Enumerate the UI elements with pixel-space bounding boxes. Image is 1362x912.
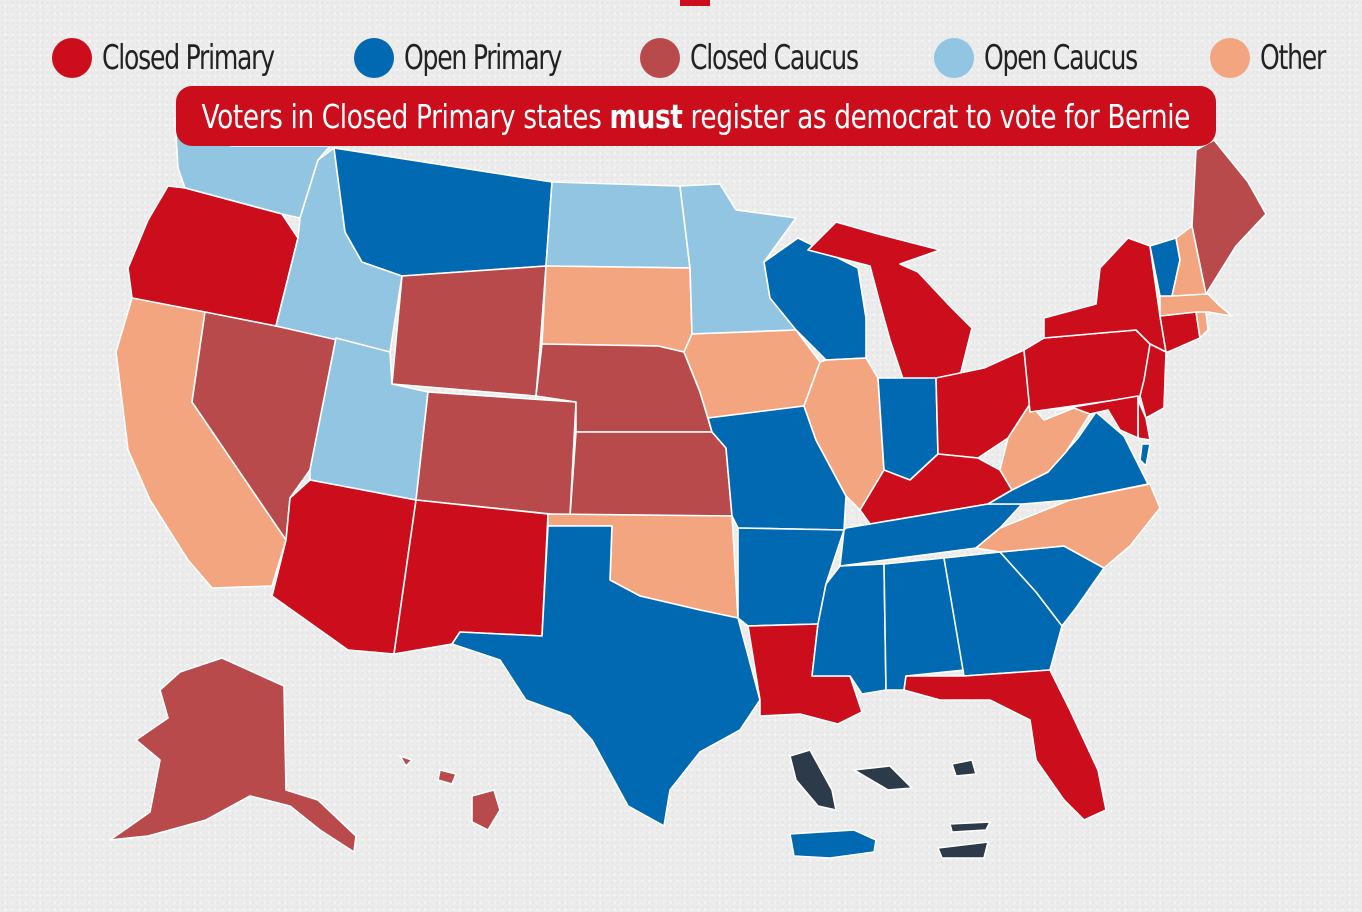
- state-MA[interactable]: [1159, 293, 1233, 317]
- state-HI[interactable]: [399, 755, 501, 831]
- legend-swatch: [354, 38, 394, 78]
- legend-swatch: [640, 38, 680, 78]
- legend-label: Other: [1260, 38, 1326, 78]
- territory-USVI[interactable]: [789, 749, 991, 859]
- state-WY[interactable]: [391, 265, 547, 397]
- state-NH[interactable]: [1171, 225, 1207, 297]
- state-KS[interactable]: [569, 431, 733, 517]
- banner-text-emphasis: must: [609, 96, 683, 136]
- legend-swatch: [1210, 38, 1250, 78]
- state-CO[interactable]: [415, 391, 577, 517]
- info-banner: Voters in Closed Primary states must reg…: [176, 86, 1216, 146]
- state-AK[interactable]: [109, 657, 357, 853]
- legend-item-open-caucus: Open Caucus: [934, 30, 1171, 86]
- state-IA[interactable]: [683, 329, 821, 419]
- territory-PR[interactable]: [789, 829, 877, 859]
- legend-swatch: [934, 38, 974, 78]
- state-MT[interactable]: [333, 147, 553, 277]
- state-MI[interactable]: [807, 221, 973, 383]
- title-fragment: [680, 0, 710, 6]
- state-NM[interactable]: [393, 499, 549, 655]
- legend-label: Open Primary: [404, 38, 562, 78]
- state-ND[interactable]: [545, 181, 691, 269]
- state-IL[interactable]: [803, 357, 885, 511]
- state-TX[interactable]: [451, 525, 761, 827]
- legend-item-open-primary: Open Primary: [354, 30, 596, 86]
- state-ME[interactable]: [1191, 139, 1267, 295]
- state-CT[interactable]: [1159, 311, 1201, 353]
- legend-item-closed-primary: Closed Primary: [52, 30, 312, 86]
- state-AZ[interactable]: [271, 479, 417, 655]
- legend-item-closed-caucus: Closed Caucus: [640, 30, 895, 86]
- legend-label: Closed Caucus: [690, 38, 859, 78]
- banner-text: Voters in Closed Primary states must reg…: [201, 96, 1191, 136]
- state-DC[interactable]: [1139, 443, 1151, 467]
- legend-swatch: [52, 38, 92, 78]
- legend-label: Closed Primary: [102, 38, 275, 78]
- banner-text-end: register as democrat to vote for Bernie: [682, 96, 1191, 136]
- state-SD[interactable]: [541, 265, 693, 353]
- banner-text-start: Voters in Closed Primary states: [201, 96, 610, 136]
- state-MS[interactable]: [811, 563, 887, 695]
- legend-item-other: Other: [1210, 30, 1339, 86]
- legend-label: Open Caucus: [984, 38, 1138, 78]
- legend: Closed Primary Open Primary Closed Caucu…: [0, 30, 1362, 86]
- state-FL[interactable]: [903, 669, 1107, 821]
- state-NC[interactable]: [975, 483, 1161, 569]
- state-MD[interactable]: [1055, 395, 1139, 439]
